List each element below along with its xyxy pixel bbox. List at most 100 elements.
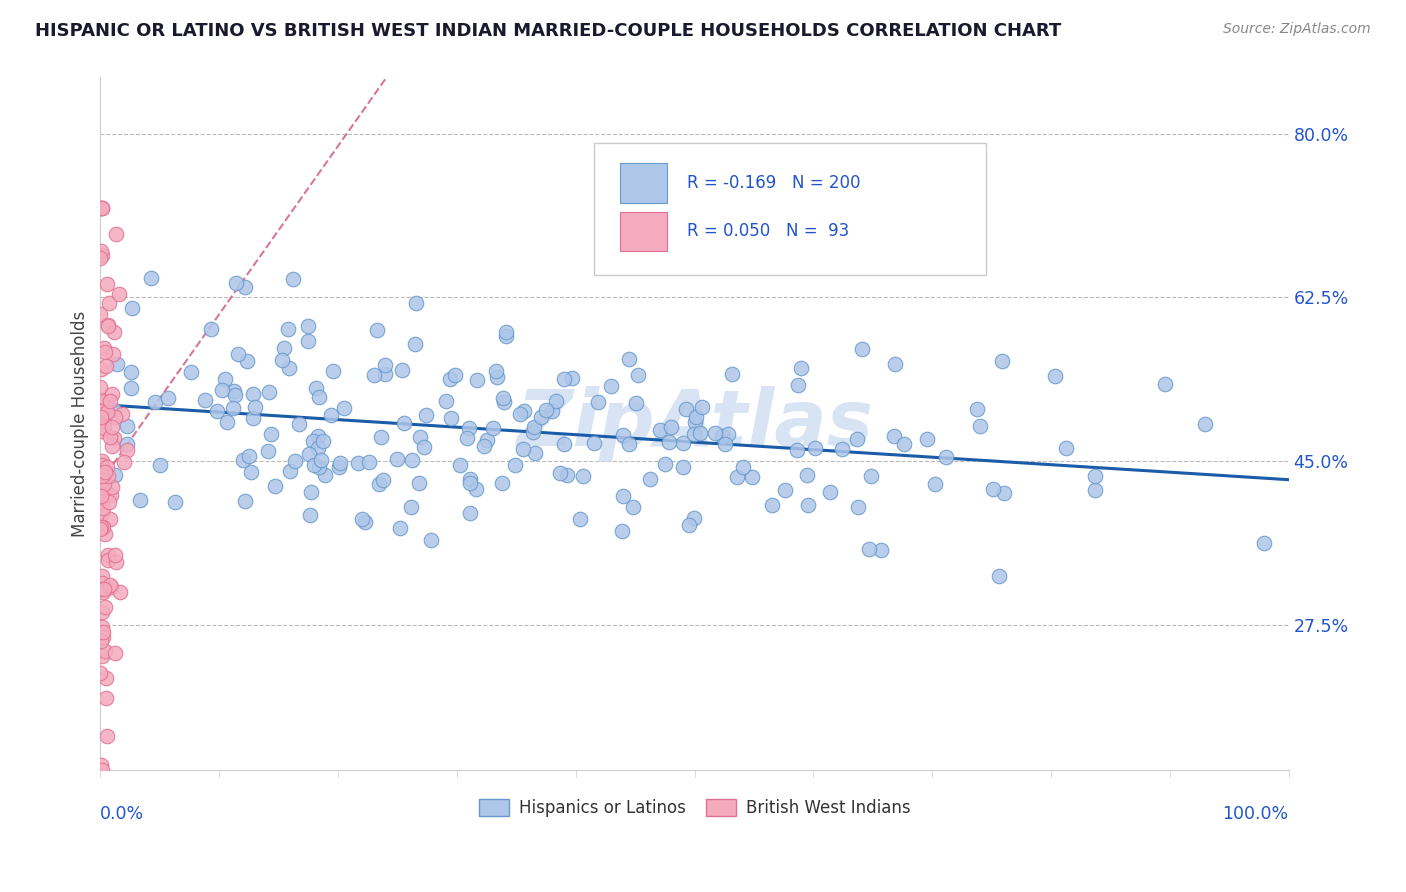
- Point: [90, 480, 112, 494]
- Point: [458, 506, 481, 520]
- Text: R = -0.169   N = 200: R = -0.169 N = 200: [688, 174, 860, 192]
- Point: [311, 453, 333, 467]
- Point: [503, 458, 526, 473]
- Point: [256, 443, 278, 458]
- Point: [89, 307, 111, 321]
- Point: [353, 515, 375, 529]
- Point: [90, 633, 112, 648]
- Point: [773, 483, 796, 497]
- Point: [90, 407, 112, 421]
- Point: [582, 435, 605, 450]
- Point: [678, 518, 700, 533]
- Point: [96, 460, 118, 475]
- Point: [90, 468, 112, 483]
- Point: [612, 524, 634, 538]
- Point: [93, 341, 115, 355]
- Point: [90, 489, 112, 503]
- Point: [509, 407, 531, 421]
- Point: [553, 437, 575, 451]
- Point: [319, 409, 342, 423]
- Point: [374, 367, 396, 381]
- Point: [472, 439, 495, 453]
- Point: [112, 455, 135, 469]
- Point: [404, 336, 426, 351]
- Point: [1194, 417, 1216, 431]
- Point: [245, 400, 267, 414]
- Point: [307, 429, 329, 443]
- Point: [111, 408, 134, 422]
- Point: [627, 368, 650, 382]
- Point: [200, 322, 222, 336]
- Point: [93, 582, 115, 596]
- Point: [612, 428, 634, 442]
- Point: [685, 409, 707, 424]
- Point: [710, 429, 733, 443]
- Point: [299, 484, 322, 499]
- Point: [485, 364, 508, 378]
- Point: [692, 401, 714, 415]
- Text: Source: ZipAtlas.com: Source: ZipAtlas.com: [1223, 22, 1371, 37]
- Point: [90, 758, 112, 772]
- Point: [797, 498, 820, 512]
- Point: [796, 467, 818, 482]
- Point: [224, 388, 246, 402]
- Point: [93, 476, 115, 491]
- FancyBboxPatch shape: [593, 144, 986, 275]
- Point: [1084, 483, 1107, 497]
- Point: [935, 450, 957, 464]
- Point: [915, 432, 938, 446]
- Point: [626, 395, 648, 409]
- Point: [491, 476, 513, 491]
- Point: [486, 370, 509, 384]
- Point: [94, 345, 117, 359]
- Point: [883, 357, 905, 371]
- Point: [969, 419, 991, 434]
- Point: [90, 424, 112, 438]
- Point: [98, 394, 121, 409]
- Point: [89, 404, 111, 418]
- Point: [966, 401, 988, 416]
- Point: [370, 430, 392, 444]
- Point: [239, 465, 262, 479]
- Point: [98, 512, 121, 526]
- Point: [96, 405, 118, 419]
- Point: [93, 421, 115, 435]
- Point: [115, 418, 138, 433]
- Point: [103, 325, 125, 339]
- Point: [232, 452, 254, 467]
- Point: [704, 425, 727, 440]
- Point: [820, 484, 842, 499]
- Point: [91, 630, 114, 644]
- Point: [328, 459, 350, 474]
- Point: [612, 489, 634, 503]
- Point: [363, 368, 385, 382]
- Legend: Hispanics or Latinos, British West Indians: Hispanics or Latinos, British West India…: [472, 792, 917, 824]
- Point: [333, 401, 356, 415]
- Point: [312, 434, 335, 448]
- Point: [831, 442, 853, 456]
- Point: [90, 487, 112, 501]
- Point: [553, 372, 575, 386]
- Point: [90, 392, 112, 407]
- Point: [548, 466, 571, 480]
- Point: [524, 446, 547, 460]
- Point: [640, 472, 662, 486]
- Point: [90, 362, 112, 376]
- FancyBboxPatch shape: [620, 211, 668, 252]
- Point: [91, 576, 114, 591]
- Point: [91, 397, 114, 411]
- Point: [97, 548, 120, 562]
- Point: [991, 354, 1014, 368]
- Point: [568, 512, 591, 526]
- FancyBboxPatch shape: [620, 163, 668, 202]
- Point: [846, 500, 869, 514]
- Point: [675, 401, 697, 416]
- Point: [115, 443, 138, 458]
- Point: [156, 391, 179, 405]
- Point: [534, 403, 557, 417]
- Point: [91, 501, 114, 516]
- Point: [104, 646, 127, 660]
- Point: [91, 648, 114, 663]
- Point: [104, 555, 127, 569]
- Point: [143, 395, 166, 409]
